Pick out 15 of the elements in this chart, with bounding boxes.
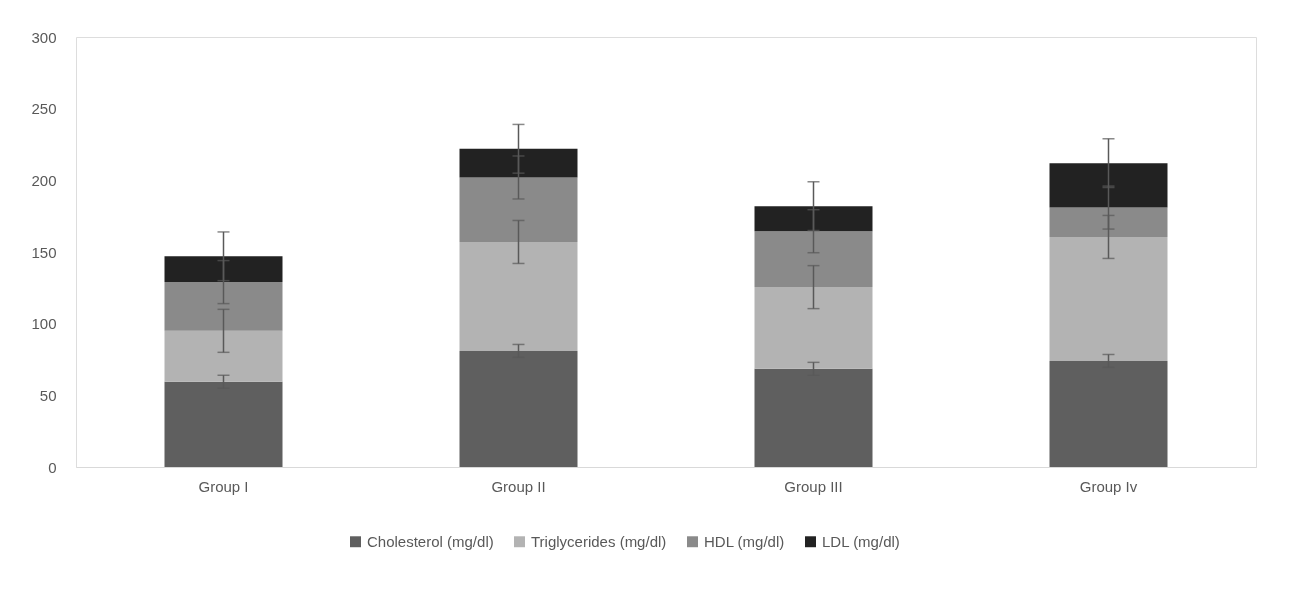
y-tick-label: 150 (31, 243, 57, 261)
y-tick-label: 0 (48, 458, 57, 476)
legend-label: Triglycerides (mg/dl) (531, 532, 667, 550)
x-tick-label: Group III (784, 477, 843, 495)
y-tick-label: 300 (31, 28, 57, 46)
legend-label: LDL (mg/dl) (822, 532, 900, 550)
x-tick-label: Group I (198, 477, 249, 495)
legend-label: Cholesterol (mg/dl) (367, 532, 494, 550)
x-tick-label: Group II (491, 477, 546, 495)
y-tick-label: 250 (31, 100, 57, 118)
legend-label: HDL (mg/dl) (704, 532, 785, 550)
x-tick-label: Group Iv (1079, 477, 1138, 495)
y-tick-label: 200 (31, 171, 57, 189)
y-tick-label: 50 (39, 386, 57, 404)
y-tick-label: 100 (31, 315, 57, 333)
